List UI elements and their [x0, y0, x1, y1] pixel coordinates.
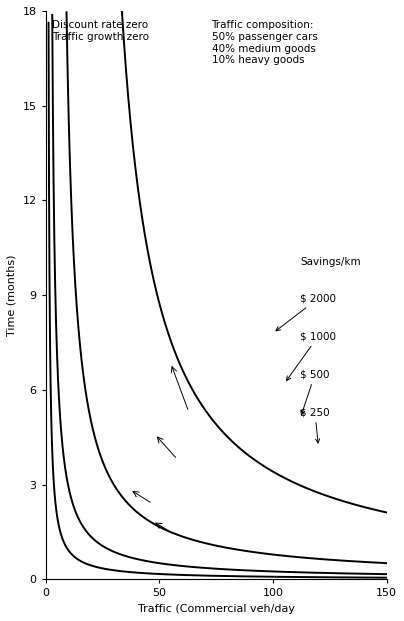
Text: $ 250: $ 250 [300, 407, 330, 443]
Text: Savings/km: Savings/km [300, 257, 361, 267]
Y-axis label: Time (months): Time (months) [7, 255, 17, 336]
Text: $ 1000: $ 1000 [286, 331, 336, 381]
Text: Traffic composition:
50% passenger cars
40% medium goods
10% heavy goods: Traffic composition: 50% passenger cars … [212, 20, 318, 65]
Text: $ 2000: $ 2000 [276, 293, 336, 331]
Text: $ 500: $ 500 [300, 369, 330, 415]
Text: Discount rate zero
Traffic growth zero: Discount rate zero Traffic growth zero [53, 20, 149, 42]
X-axis label: Traffic (Commercial veh/day: Traffic (Commercial veh/day [138, 604, 295, 614]
